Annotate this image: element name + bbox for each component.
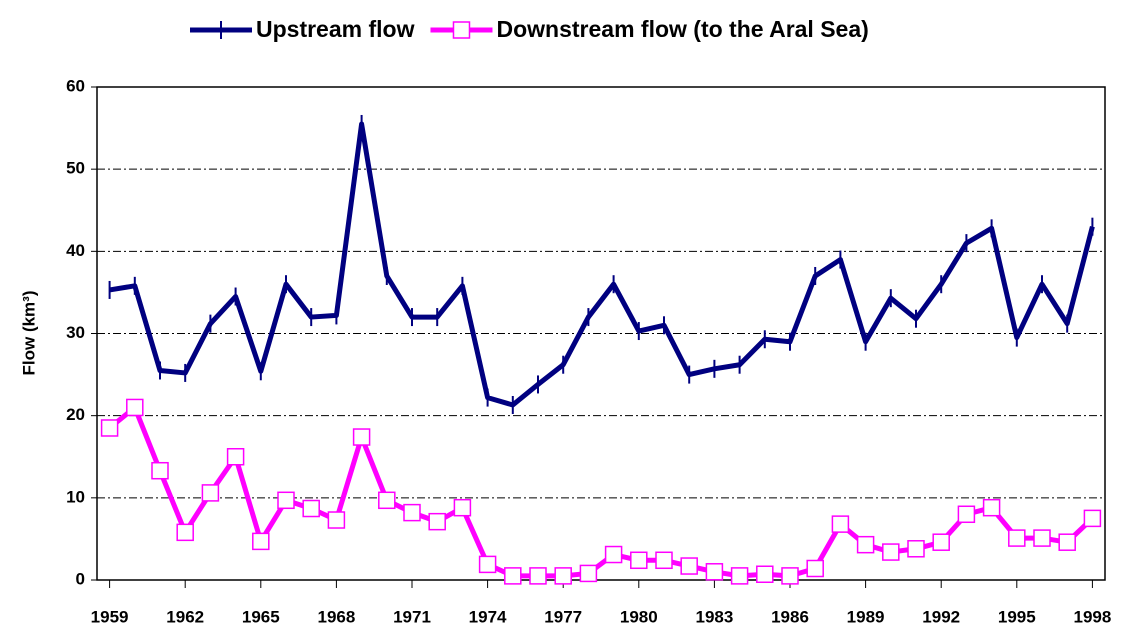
x-tick-label: 1968 bbox=[317, 607, 355, 626]
x-tick-label: 1962 bbox=[166, 607, 204, 626]
marker bbox=[352, 428, 371, 446]
marker bbox=[932, 533, 950, 551]
marker bbox=[176, 523, 194, 542]
marker bbox=[882, 543, 900, 561]
x-tick-label: 1974 bbox=[469, 607, 507, 626]
marker bbox=[1058, 533, 1076, 551]
marker bbox=[126, 398, 144, 417]
marker bbox=[504, 567, 522, 585]
marker bbox=[151, 461, 169, 480]
marker bbox=[604, 545, 623, 564]
y-tick-label: 40 bbox=[66, 241, 85, 260]
marker bbox=[579, 564, 598, 583]
marker bbox=[1008, 529, 1026, 547]
line bbox=[108, 404, 1095, 579]
x-tick-label: 1959 bbox=[91, 607, 129, 626]
marker bbox=[1083, 509, 1102, 528]
y-axis-label: Flow (km³) bbox=[19, 291, 38, 376]
x-tick-label: 1977 bbox=[544, 607, 582, 626]
marker bbox=[756, 565, 774, 583]
y-tick-label: 30 bbox=[66, 323, 85, 342]
marker bbox=[529, 567, 547, 585]
x-tick-label: 1989 bbox=[847, 607, 885, 626]
x-tick-label: 1971 bbox=[393, 607, 431, 626]
marker bbox=[453, 498, 472, 517]
marker bbox=[705, 563, 724, 581]
marker bbox=[403, 503, 421, 522]
marker bbox=[856, 535, 875, 554]
marker bbox=[327, 511, 346, 529]
legend-label: Downstream flow (to the Aral Sea) bbox=[496, 16, 868, 42]
marker bbox=[655, 551, 673, 570]
y-tick-label: 20 bbox=[66, 405, 85, 424]
marker bbox=[831, 515, 850, 533]
marker bbox=[226, 448, 245, 466]
y-tick-label: 10 bbox=[66, 487, 85, 506]
marker bbox=[982, 498, 1001, 517]
marker bbox=[302, 499, 320, 518]
marker bbox=[252, 532, 270, 551]
line bbox=[109, 121, 1095, 408]
marker bbox=[957, 505, 976, 524]
plot-frame bbox=[96, 86, 1106, 581]
marker bbox=[680, 557, 698, 575]
marker bbox=[478, 555, 497, 574]
x-tick-label: 1992 bbox=[922, 607, 960, 626]
x-tick-label: 1983 bbox=[695, 607, 733, 626]
y-tick-label: 50 bbox=[66, 159, 85, 178]
x-tick-label: 1980 bbox=[620, 607, 658, 626]
x-tick-label: 1998 bbox=[1073, 607, 1111, 626]
marker bbox=[730, 567, 749, 585]
marker bbox=[907, 540, 925, 558]
x-tick-label: 1986 bbox=[771, 607, 809, 626]
x-tick-label: 1965 bbox=[242, 607, 280, 626]
x-tick-label: 1995 bbox=[998, 607, 1036, 626]
marker bbox=[1033, 529, 1051, 547]
y-tick-label: 0 bbox=[76, 569, 85, 588]
marker bbox=[781, 567, 799, 585]
marker bbox=[806, 559, 824, 578]
marker bbox=[554, 567, 572, 585]
marker bbox=[428, 512, 446, 531]
legend-label: Upstream flow bbox=[256, 16, 415, 42]
legend-marker bbox=[452, 21, 471, 39]
marker bbox=[378, 491, 396, 510]
y-tick-label: 60 bbox=[66, 76, 85, 95]
marker bbox=[630, 551, 648, 570]
marker bbox=[201, 484, 220, 502]
marker bbox=[277, 491, 295, 510]
marker bbox=[100, 419, 119, 437]
